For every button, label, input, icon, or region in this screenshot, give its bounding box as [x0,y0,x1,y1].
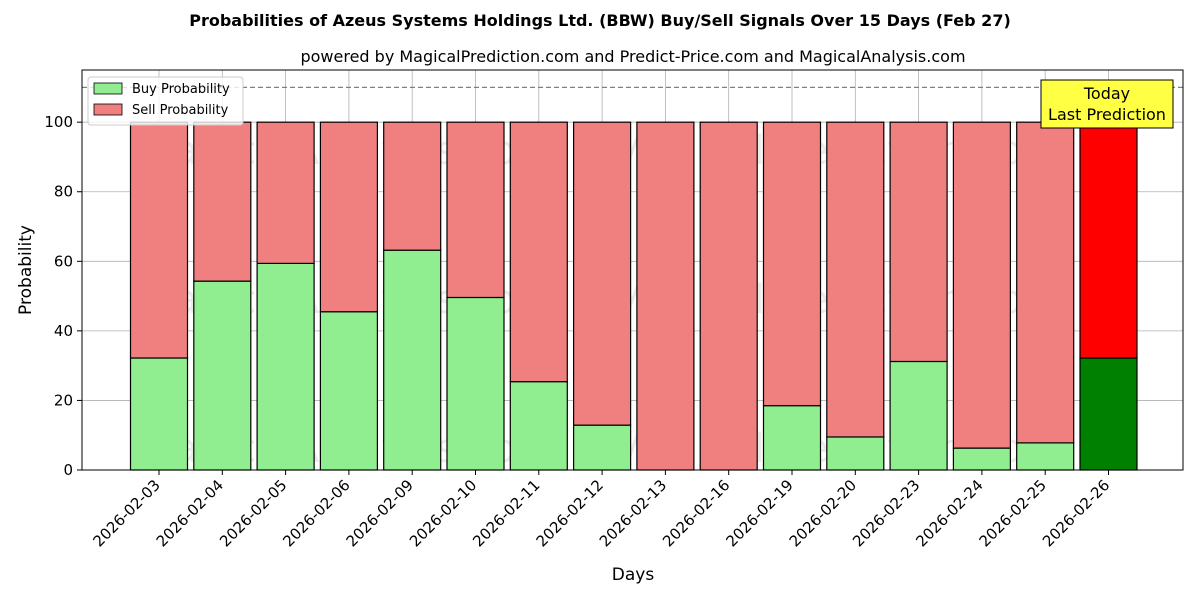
bar-sell [256,121,315,264]
y-tick-label: 60 [54,252,73,270]
bar-sell [699,121,758,471]
legend: Buy Probability Sell Probability [87,76,244,126]
bar-buy [509,381,568,471]
bar-sell [636,121,695,471]
bar-sell [826,121,885,438]
legend-swatch-buy [93,82,123,95]
legend-label-sell: Sell Probability [132,103,229,118]
y-tick-label: 20 [54,391,73,409]
bar-sell [193,121,252,282]
y-axis-label: Probability [16,225,36,315]
annotation-box [1040,79,1174,129]
y-tick-label: 80 [54,183,73,201]
x-tick-label: 2026-02-24 [912,476,986,550]
x-tick-label: 2026-02-04 [153,476,227,550]
plot-frame [81,69,1184,471]
x-tick-label: 2026-02-13 [596,476,670,550]
chart-title: Probabilities of Azeus Systems Holdings … [189,11,1011,30]
bar-buy [889,360,948,471]
bar-buy [826,436,885,471]
annotation-line-2: Last Prediction [1048,105,1166,124]
chart-subtitle: powered by MagicalPrediction.com and Pre… [300,47,965,66]
x-tick-label: 2026-02-03 [89,476,163,550]
bars [129,121,1138,471]
bar-sell [509,121,568,383]
bar-sell [952,121,1012,449]
y-tick-label: 100 [44,113,73,131]
legend-swatch-sell [93,103,123,116]
x-tick-label: 2026-02-26 [1039,476,1113,550]
bar-sell [762,121,822,407]
x-tick-label: 2026-02-19 [722,476,796,550]
x-tick-label: 2026-02-09 [343,476,417,550]
x-tick-label: 2026-02-12 [533,476,607,550]
y-tick-label: 40 [54,322,73,340]
today-annotation: Today Last Prediction [1040,79,1174,129]
bar-sell [1079,121,1138,359]
bar-sell [383,121,442,251]
bar-sell [319,121,378,313]
annotation-line-1: Today [1083,84,1130,103]
bar-buy [383,249,442,471]
x-axis: 2026-02-032026-02-042026-02-052026-02-06… [89,470,1113,550]
bar-buy [1016,442,1075,471]
bar-buy [762,405,822,471]
bar-buy [1079,357,1138,471]
bar-sell [446,121,505,299]
x-tick-label: 2026-02-20 [786,476,860,550]
x-tick-label: 2026-02-16 [659,476,733,550]
bar-sell [1016,121,1075,444]
bar-buy [193,280,252,471]
x-tick-label: 2026-02-25 [976,476,1050,550]
bar-buy [129,357,189,471]
y-tick-label: 0 [63,461,73,479]
bar-buy [319,311,378,471]
bar-buy [572,424,632,471]
x-tick-label: 2026-02-23 [849,476,923,550]
bar-sell [129,121,189,359]
legend-box [87,76,244,126]
x-axis-label: Days [612,565,655,585]
x-tick-label: 2026-02-11 [469,476,543,550]
x-tick-label: 2026-02-06 [279,476,353,550]
bar-sell [889,121,948,363]
bar-sell [572,121,632,426]
y-axis: 0 20 40 60 80 100 [44,113,82,479]
bar-buy [952,447,1012,471]
x-tick-label: 2026-02-05 [216,476,290,550]
x-tick-label: 2026-02-10 [406,476,480,550]
legend-label-buy: Buy Probability [132,82,230,97]
bar-buy [446,296,505,471]
bar-buy [256,262,315,471]
